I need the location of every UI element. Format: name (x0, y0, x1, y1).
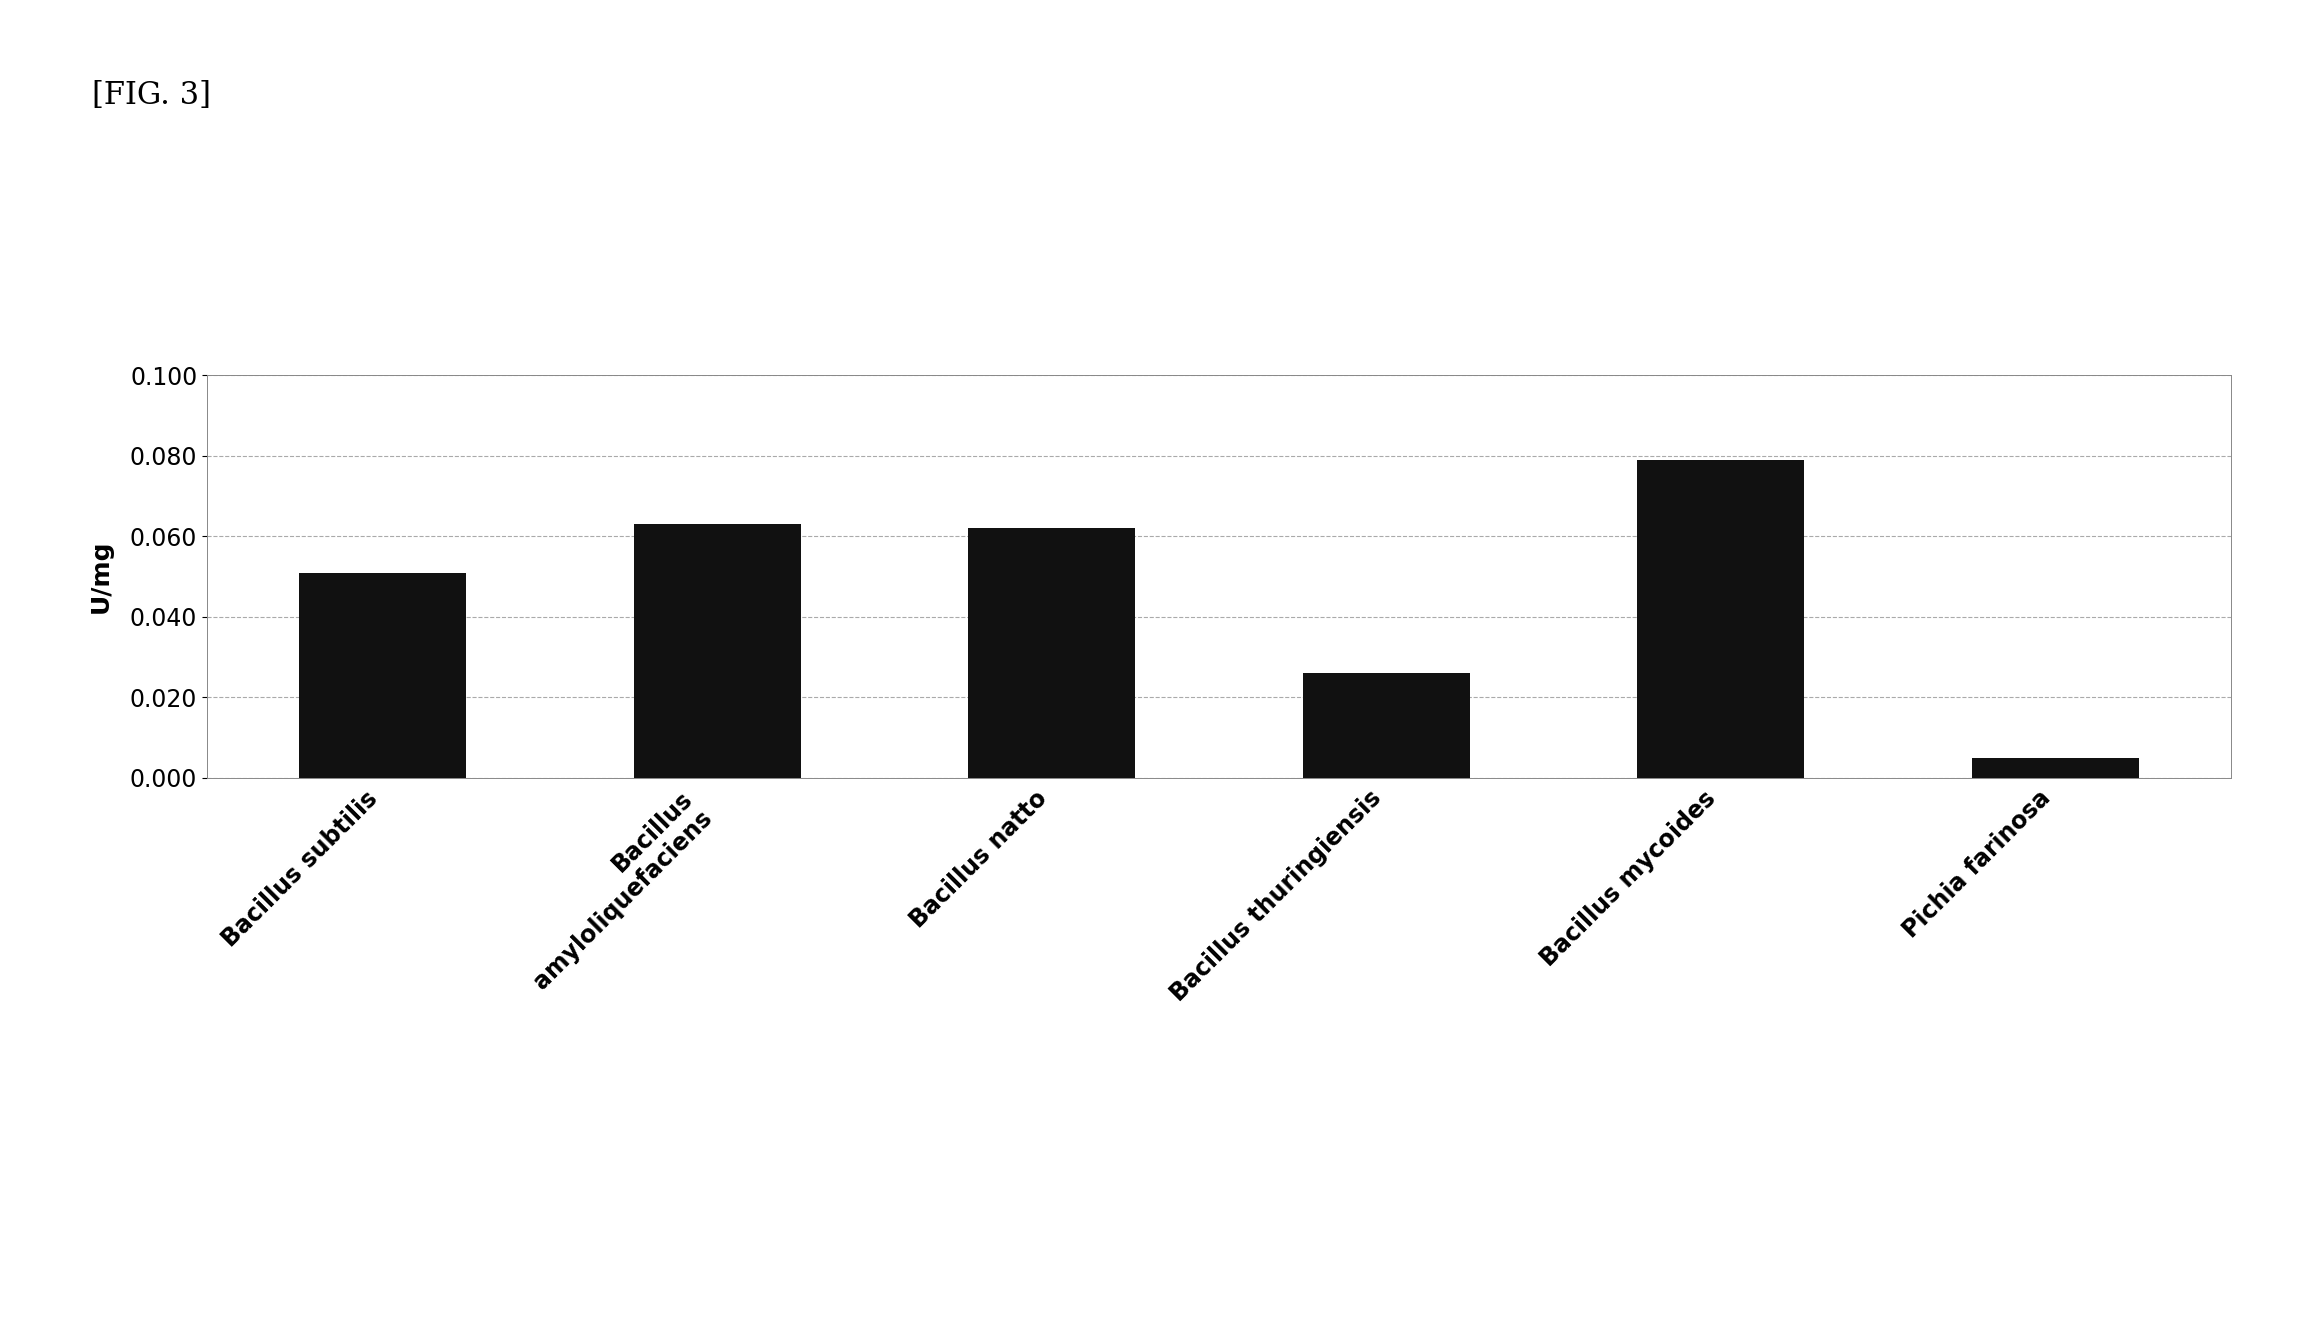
Text: [FIG. 3]: [FIG. 3] (92, 80, 212, 111)
Bar (1971, 758, 2139, 778)
Bar (632, 524, 800, 778)
Y-axis label: U/mg: U/mg (90, 540, 113, 613)
Bar (299, 573, 467, 778)
Bar (1638, 460, 1806, 778)
Bar (1302, 673, 1470, 778)
Bar (968, 528, 1136, 778)
